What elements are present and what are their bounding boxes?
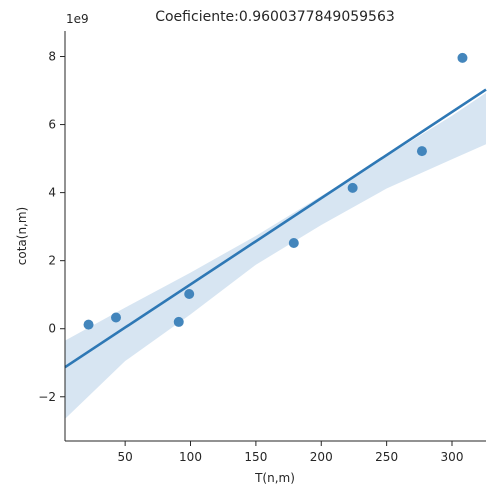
data-point [457,52,468,63]
chart-title: Coeficiente:0.9600377849059563 [155,9,395,25]
y-tick-label: 4 [48,186,56,200]
x-tick-label: 250 [375,450,398,464]
data-point [416,146,427,157]
y-axis-offset-label: 1e9 [66,12,89,26]
y-tick-label: −2 [38,390,56,404]
y-axis-ticks: −2 0 2 4 6 8 [38,50,65,404]
regression-line [64,88,487,369]
x-tick-label: 200 [310,450,333,464]
y-tick-label: 6 [48,118,56,132]
y-tick-label: 2 [48,254,56,268]
x-tick-label: 150 [244,450,267,464]
data-point [173,316,184,327]
data-point [83,319,94,330]
x-tick-label: 300 [441,450,464,464]
data-points [83,52,468,330]
data-point [347,182,358,193]
plot-area [64,52,487,419]
y-axis-label: cota(n,m) [15,207,29,265]
data-point [288,237,299,248]
y-tick-label: 8 [48,50,56,64]
data-point [184,289,195,300]
x-axis-ticks: 50 100 150 200 250 300 [118,441,464,464]
confidence-band [65,92,486,419]
x-axis-label: T(n,m) [254,471,295,485]
x-tick-label: 50 [118,450,133,464]
data-point [110,312,121,323]
y-tick-label: 0 [48,322,56,336]
x-tick-label: 100 [179,450,202,464]
